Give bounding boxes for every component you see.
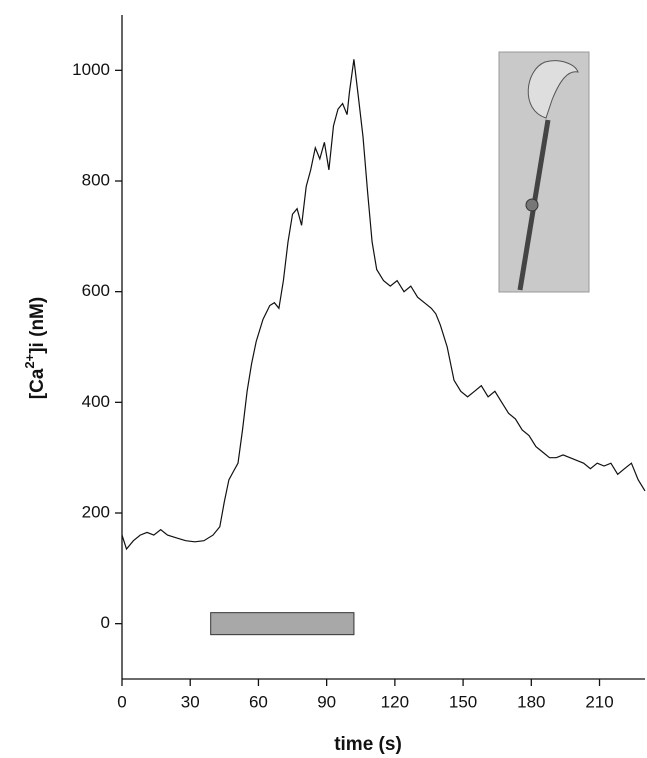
y-tick-label: 200	[82, 502, 110, 521]
x-tick-label: 150	[449, 692, 477, 711]
y-label-prefix: [Ca	[27, 368, 48, 399]
x-tick-label: 210	[585, 692, 613, 711]
y-label-superscript: 2+	[22, 353, 37, 368]
x-tick-label: 0	[117, 692, 126, 711]
x-axis-label: time (s)	[334, 734, 402, 755]
y-axis-label: [Ca2+]i (nM)	[22, 297, 48, 399]
y-tick-label: 800	[82, 170, 110, 189]
x-tick-label: 120	[381, 692, 409, 711]
stimulus-bar	[210, 612, 355, 636]
x-tick-label: 180	[517, 692, 545, 711]
y-tick-label: 600	[82, 281, 110, 300]
inset-node	[525, 198, 539, 212]
y-tick-label: 400	[82, 392, 110, 411]
y-label-suffix: ]i (nM)	[27, 297, 48, 354]
y-tick-label: 0	[101, 613, 110, 632]
x-tick-label: 90	[317, 692, 336, 711]
data-line	[121, 59, 646, 551]
x-tick-label: 30	[181, 692, 200, 711]
y-tick-label: 1000	[72, 60, 110, 79]
x-tick-label: 60	[249, 692, 268, 711]
inset-head	[527, 60, 579, 119]
inset-image	[498, 51, 590, 293]
